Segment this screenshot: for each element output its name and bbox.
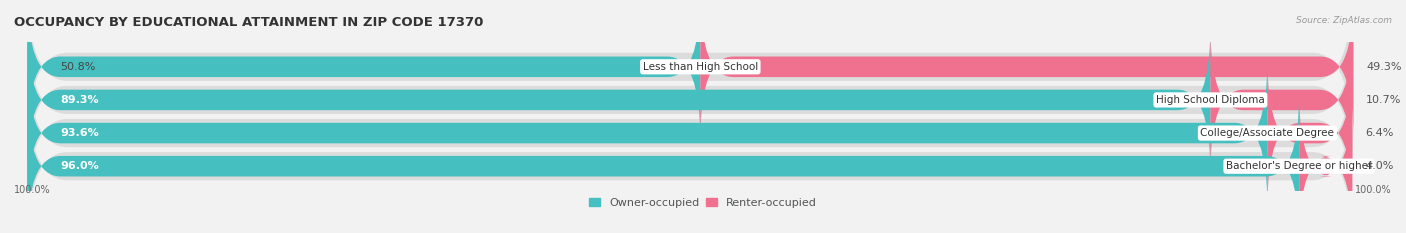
Text: OCCUPANCY BY EDUCATIONAL ATTAINMENT IN ZIP CODE 17370: OCCUPANCY BY EDUCATIONAL ATTAINMENT IN Z… [14, 16, 484, 29]
Text: 10.7%: 10.7% [1365, 95, 1400, 105]
Text: 89.3%: 89.3% [60, 95, 98, 105]
FancyBboxPatch shape [700, 0, 1354, 139]
Text: 4.0%: 4.0% [1365, 161, 1393, 171]
FancyBboxPatch shape [1299, 94, 1353, 233]
Text: 93.6%: 93.6% [60, 128, 100, 138]
Text: High School Diploma: High School Diploma [1156, 95, 1265, 105]
FancyBboxPatch shape [27, 81, 1353, 233]
Text: Bachelor's Degree or higher: Bachelor's Degree or higher [1226, 161, 1372, 171]
Text: Source: ZipAtlas.com: Source: ZipAtlas.com [1296, 16, 1392, 25]
FancyBboxPatch shape [1211, 27, 1353, 172]
FancyBboxPatch shape [27, 0, 700, 139]
FancyBboxPatch shape [27, 15, 1353, 185]
Text: 96.0%: 96.0% [60, 161, 100, 171]
Text: 50.8%: 50.8% [60, 62, 96, 72]
FancyBboxPatch shape [27, 48, 1353, 218]
Text: 100.0%: 100.0% [14, 185, 51, 195]
Legend: Owner-occupied, Renter-occupied: Owner-occupied, Renter-occupied [589, 198, 817, 208]
FancyBboxPatch shape [27, 94, 1299, 233]
FancyBboxPatch shape [27, 27, 1211, 172]
Text: Less than High School: Less than High School [643, 62, 758, 72]
FancyBboxPatch shape [27, 61, 1267, 206]
Text: 100.0%: 100.0% [1355, 185, 1392, 195]
FancyBboxPatch shape [1267, 61, 1353, 206]
Text: College/Associate Degree: College/Associate Degree [1201, 128, 1334, 138]
FancyBboxPatch shape [27, 0, 1353, 152]
Text: 49.3%: 49.3% [1367, 62, 1402, 72]
Text: 6.4%: 6.4% [1365, 128, 1393, 138]
